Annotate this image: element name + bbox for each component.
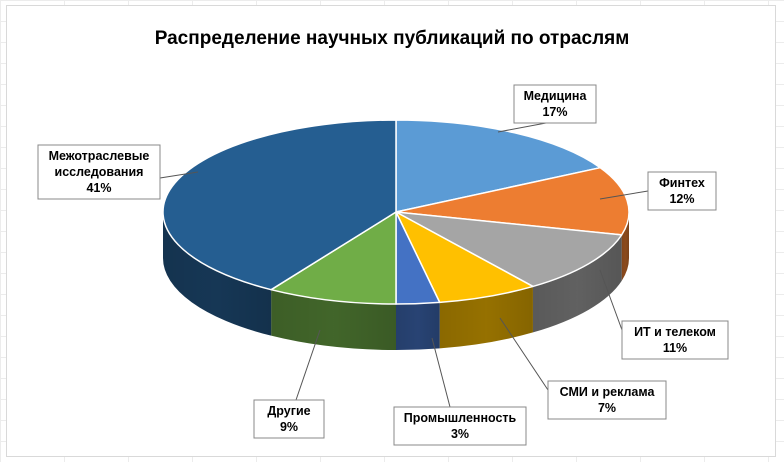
leader-line — [599, 269, 623, 331]
pie-slice-side-shade — [621, 212, 629, 281]
data-label-percent: 17% — [542, 105, 567, 119]
data-label-box — [647, 171, 717, 211]
data-label-percent: 7% — [598, 401, 616, 415]
leader-line — [159, 171, 199, 179]
data-label-box — [393, 406, 527, 446]
data-label: Промышленность 3% — [393, 406, 527, 446]
data-label-box — [37, 144, 161, 200]
data-label-name: Межотраслевые — [49, 149, 150, 163]
data-label: Межотраслевые исследования 41% — [37, 144, 161, 200]
data-label-name: Другие — [267, 404, 310, 418]
data-label-name: исследования — [55, 165, 144, 179]
data-label-name: СМИ и реклама — [560, 385, 656, 399]
data-label: ИТ и телеком 11% — [621, 320, 729, 360]
data-label-name: Финтех — [659, 176, 705, 190]
chart-title: Распределение научных публикаций по отра… — [154, 28, 630, 49]
data-label-box — [513, 84, 597, 124]
leader-line — [431, 337, 451, 408]
data-label-box — [253, 399, 325, 439]
pie-slice — [395, 119, 601, 213]
leader-line — [599, 190, 649, 200]
pie-slice-side-shade — [163, 212, 272, 336]
data-label-name: Промышленность — [404, 411, 517, 425]
leader-line — [497, 122, 547, 133]
data-label-name: ИТ и телеком — [634, 325, 716, 339]
data-label: СМИ и реклама 7% — [547, 380, 667, 420]
data-label: Финтех 12% — [647, 171, 717, 211]
data-label-percent: 41% — [86, 181, 111, 195]
data-label-box — [547, 380, 667, 420]
pie-slice — [270, 211, 397, 305]
leader-line — [499, 317, 549, 391]
pie-slice — [395, 211, 623, 288]
data-label-percent: 12% — [669, 192, 694, 206]
pie-slice-side-shade — [532, 234, 622, 333]
data-label-box — [621, 320, 729, 360]
data-label-percent: 3% — [451, 427, 469, 441]
pie-slice-side-shade — [396, 302, 440, 350]
data-label-name: Медицина — [524, 89, 588, 103]
pie-slice — [395, 211, 534, 304]
pie-slice — [395, 166, 630, 236]
data-label: Медицина 17% — [513, 84, 597, 124]
pie-slice-side-shade — [271, 289, 396, 350]
data-label-percent: 9% — [280, 420, 298, 434]
leader-line — [295, 329, 321, 401]
pie-slice — [162, 119, 397, 291]
data-label-percent: 11% — [663, 341, 687, 355]
data-label: Другие 9% — [253, 399, 325, 439]
